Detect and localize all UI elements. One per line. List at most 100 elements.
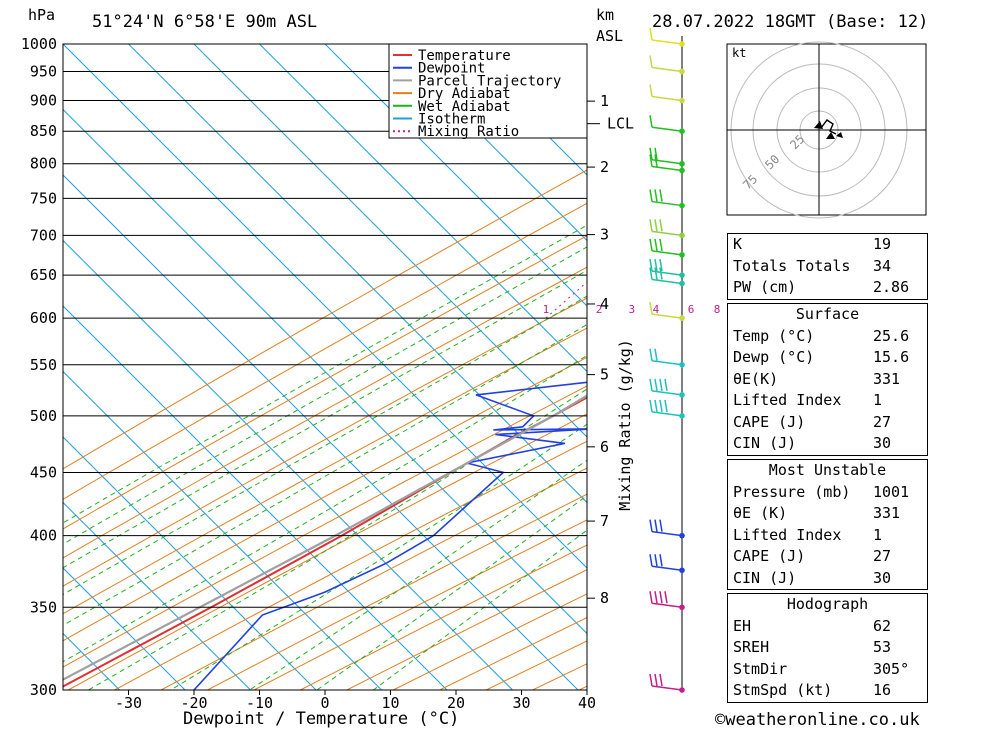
legend-box xyxy=(388,43,588,139)
wind-level-dot xyxy=(679,252,685,258)
pressure-tick-label: 500 xyxy=(30,407,57,425)
legend-label: Dewpoint xyxy=(418,61,485,77)
pressure-tick-label: 800 xyxy=(30,155,57,173)
wind-barb-flag xyxy=(649,259,653,272)
wind-level-dot xyxy=(679,160,685,167)
legend-label: Temperature xyxy=(418,48,511,64)
wind-barb-flag xyxy=(654,267,658,280)
hodo-sreh-label: SREH xyxy=(733,638,770,656)
wet-adiabat-line xyxy=(63,269,587,569)
wind-level-dot xyxy=(679,361,685,368)
wind-barb-flag xyxy=(649,84,653,97)
mu-thetae-label: θE (K) xyxy=(733,504,788,522)
wind-level-dot xyxy=(679,167,685,174)
isotherm-line xyxy=(63,436,317,690)
wet-adiabat-line xyxy=(316,495,587,690)
wind-barb xyxy=(651,360,683,366)
pressure-tick-label: 350 xyxy=(30,598,57,616)
x-tick-label: 30 xyxy=(512,694,530,712)
pressure-tick-label: 600 xyxy=(30,309,57,327)
wind-barb-flag xyxy=(659,519,663,532)
wind-barb-flag xyxy=(654,348,658,361)
wind-barb-flag xyxy=(649,554,653,567)
hodo-stmdir-value: 305° xyxy=(873,659,910,678)
x-tick-label: -20 xyxy=(180,694,207,712)
x-tick-label: 0 xyxy=(320,694,329,712)
wind-level-dot xyxy=(679,392,685,398)
dry-adiabat-line xyxy=(207,493,587,690)
wet-adiabat-line xyxy=(63,295,587,596)
most-unstable-title: Most Unstable xyxy=(768,461,887,479)
mixing-ratio-axis-label: Mixing Ratio (g/kg) xyxy=(616,339,634,511)
isotherm-line xyxy=(128,44,587,504)
wind-barb-flag xyxy=(654,219,658,232)
isotherm-line xyxy=(63,239,513,690)
mu-thetae-value: 331 xyxy=(873,504,901,522)
wind-barb-flag xyxy=(649,348,653,361)
dry-adiabat-line xyxy=(63,356,587,642)
isotherm-line xyxy=(63,305,448,690)
index-pw-label: PW (cm) xyxy=(733,278,797,296)
wind-barb xyxy=(651,66,683,73)
km-tick-label: 3 xyxy=(600,226,609,244)
wind-barb-flag xyxy=(664,399,668,413)
x-tick-label: -30 xyxy=(115,694,142,712)
dry-adiabat-line xyxy=(63,297,587,587)
hodograph-table: Hodograph EH 62 SREH 53 StmDir 305° StmSpd … xyxy=(727,593,928,703)
storm-motion-marker xyxy=(826,132,835,139)
x-tick-label: 40 xyxy=(578,694,596,712)
surface-cape-label: CAPE (J) xyxy=(733,412,806,431)
isotherm-line xyxy=(63,370,382,690)
indices-table: K 19 Totals Totals 34 PW (cm) 2.86 xyxy=(727,233,928,300)
parcel-trajectory-line xyxy=(63,394,587,681)
surface-li-value: 1 xyxy=(873,391,883,409)
index-k-value: 19 xyxy=(873,235,892,253)
wind-barb-flag xyxy=(649,154,653,167)
dry-adiabat-line xyxy=(160,467,587,690)
legend-label: Wet Adiabat xyxy=(418,99,511,115)
mixing-ratio-label: 3 xyxy=(628,303,635,316)
wind-barb-flag xyxy=(649,115,653,128)
km-tick-label: 4 xyxy=(600,295,609,313)
hodo-sreh-value: 53 xyxy=(873,638,892,656)
isotherm-line xyxy=(63,501,251,690)
surface-dewp-label: Dewp (°C) xyxy=(733,348,815,366)
wind-barb xyxy=(651,126,683,132)
isotherm-line xyxy=(63,108,587,635)
km-unit-label: km xyxy=(596,6,615,24)
wind-barb-flag xyxy=(649,27,653,41)
copyright-link[interactable]: ©weatheronline.co.uk xyxy=(715,710,920,730)
wind-barb-flag xyxy=(659,219,663,232)
km-tick-label: 7 xyxy=(600,512,609,530)
hodograph-title: Hodograph xyxy=(786,595,869,613)
wind-barb xyxy=(651,230,683,237)
legend-label: Mixing Ratio xyxy=(418,124,519,140)
pressure-tick-label: 650 xyxy=(30,266,57,284)
pressure-tick-label: 450 xyxy=(30,463,57,481)
isotherm-line xyxy=(193,44,587,438)
hpa-unit-label: hPa xyxy=(28,6,56,24)
wind-barb-flag xyxy=(654,189,658,202)
wind-barb xyxy=(651,39,683,45)
wind-level-dot xyxy=(679,232,685,239)
hodo-eh-label: EH xyxy=(733,616,752,635)
surface-temp-value: 25.6 xyxy=(873,326,910,345)
km-tick-label: 8 xyxy=(600,589,609,607)
location-title: 51°24'N 6°58'E 90m ASL xyxy=(92,12,318,32)
pressure-tick-label: 1000 xyxy=(21,35,57,53)
wind-barb-flag xyxy=(654,147,658,160)
wind-barb xyxy=(651,278,683,285)
wind-barb-flag xyxy=(649,189,653,202)
wind-level-dot xyxy=(679,128,685,135)
isotherm-line xyxy=(63,632,120,690)
wind-barb-flag xyxy=(654,399,658,413)
wind-level-dot xyxy=(679,97,685,104)
mu-li-label: Lifted Index xyxy=(733,525,842,544)
hodo-eh-value: 62 xyxy=(873,616,892,635)
wind-barb-flag xyxy=(649,147,653,160)
isotherm-line xyxy=(455,44,587,176)
wind-barb xyxy=(651,270,683,276)
dry-adiabat-line xyxy=(63,169,587,470)
wind-barb-flag xyxy=(659,378,663,391)
storm-motion-marker xyxy=(836,132,843,138)
